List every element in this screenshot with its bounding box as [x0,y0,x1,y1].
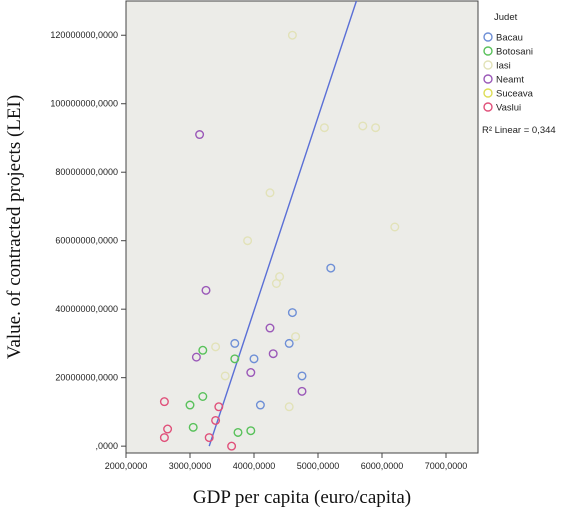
point-bacau [297,371,307,381]
legend-title: Judet [494,12,518,23]
x-axis-title: GDP per capita (euro/capita) [193,487,411,508]
point-iasi [371,123,381,133]
point-vaslui [214,402,224,412]
r2-label: R² Linear = 0,344 [482,125,556,136]
legend-marker-bacau [483,32,493,42]
y-tick-label: 60000000,0000 [55,236,118,246]
y-tick-label: 40000000,0000 [55,304,118,314]
point-vaslui [163,424,173,434]
point-vaslui [159,397,169,407]
legend: Judet Bacau Botosani Iasi Neamt Suceava Vaslu… [482,12,556,136]
point-vaslui [227,441,237,451]
point-vaslui [204,433,214,443]
legend-label-neamt: Neamt [496,75,524,86]
x-tick-label: 5000,0000 [297,461,340,471]
legend-marker-botosani [483,46,493,56]
point-botosani [188,422,198,432]
point-botosani [230,354,240,364]
legend-label-vaslui: Vaslui [496,103,521,114]
point-iasi [358,121,368,131]
legend-label-suceava: Suceava [496,89,534,100]
point-iasi [220,371,230,381]
data-points [159,30,400,451]
y-axis-ticks: ,0000 20000000,0000 40000000,0000 60000000,… [50,30,126,451]
y-tick-label: 20000000,0000 [55,373,118,383]
legend-label-botosani: Botosani [496,47,533,58]
legend-marker-suceava [483,88,493,98]
point-neamt [265,323,275,333]
y-tick-label: 120000000,0000 [50,30,118,40]
point-iasi [265,188,275,198]
x-tick-label: 7000,0000 [425,461,468,471]
y-tick-label: 100000000,0000 [50,99,118,109]
point-neamt [195,130,205,140]
point-botosani [185,400,195,410]
point-neamt [246,368,256,378]
point-bacau [284,338,294,348]
point-vaslui [159,433,169,443]
point-iasi [390,222,400,232]
point-vaslui [211,415,221,425]
legend-marker-vaslui [483,102,493,112]
point-iasi [291,332,301,342]
point-iasi [287,30,297,40]
y-tick-label: ,0000 [95,441,118,451]
point-iasi [319,123,329,133]
x-axis-ticks: 2000,0000 3000,0000 4000,0000 5000,0000 6000… [105,453,468,471]
y-tick-label: 80000000,0000 [55,167,118,177]
point-bacau [230,338,240,348]
linear-fit-line [208,0,358,447]
legend-marker-iasi [483,60,493,70]
point-neamt [268,349,278,359]
point-botosani [198,345,208,355]
point-bacau [287,308,297,318]
x-tick-label: 2000,0000 [105,461,148,471]
point-neamt [191,352,201,362]
x-tick-label: 4000,0000 [233,461,276,471]
plot-area [125,0,479,454]
x-tick-label: 6000,0000 [361,461,404,471]
point-neamt [297,386,307,396]
legend-items: Bacau Botosani Iasi Neamt Suceava Vaslui [483,32,534,114]
point-bacau [255,400,265,410]
x-tick-label: 3000,0000 [169,461,212,471]
point-iasi [211,342,221,352]
y-axis-title: Value. of contracted projects (LEI) [4,95,25,359]
point-iasi [243,236,253,246]
point-botosani [246,426,256,436]
point-iasi [284,402,294,412]
legend-label-bacau: Bacau [496,33,523,44]
legend-marker-neamt [483,74,493,84]
point-botosani [198,392,208,402]
point-iasi [271,279,281,289]
legend-label-iasi: Iasi [496,61,511,72]
point-botosani [233,427,243,437]
point-neamt [201,285,211,295]
point-bacau [326,263,336,273]
point-bacau [249,354,259,364]
